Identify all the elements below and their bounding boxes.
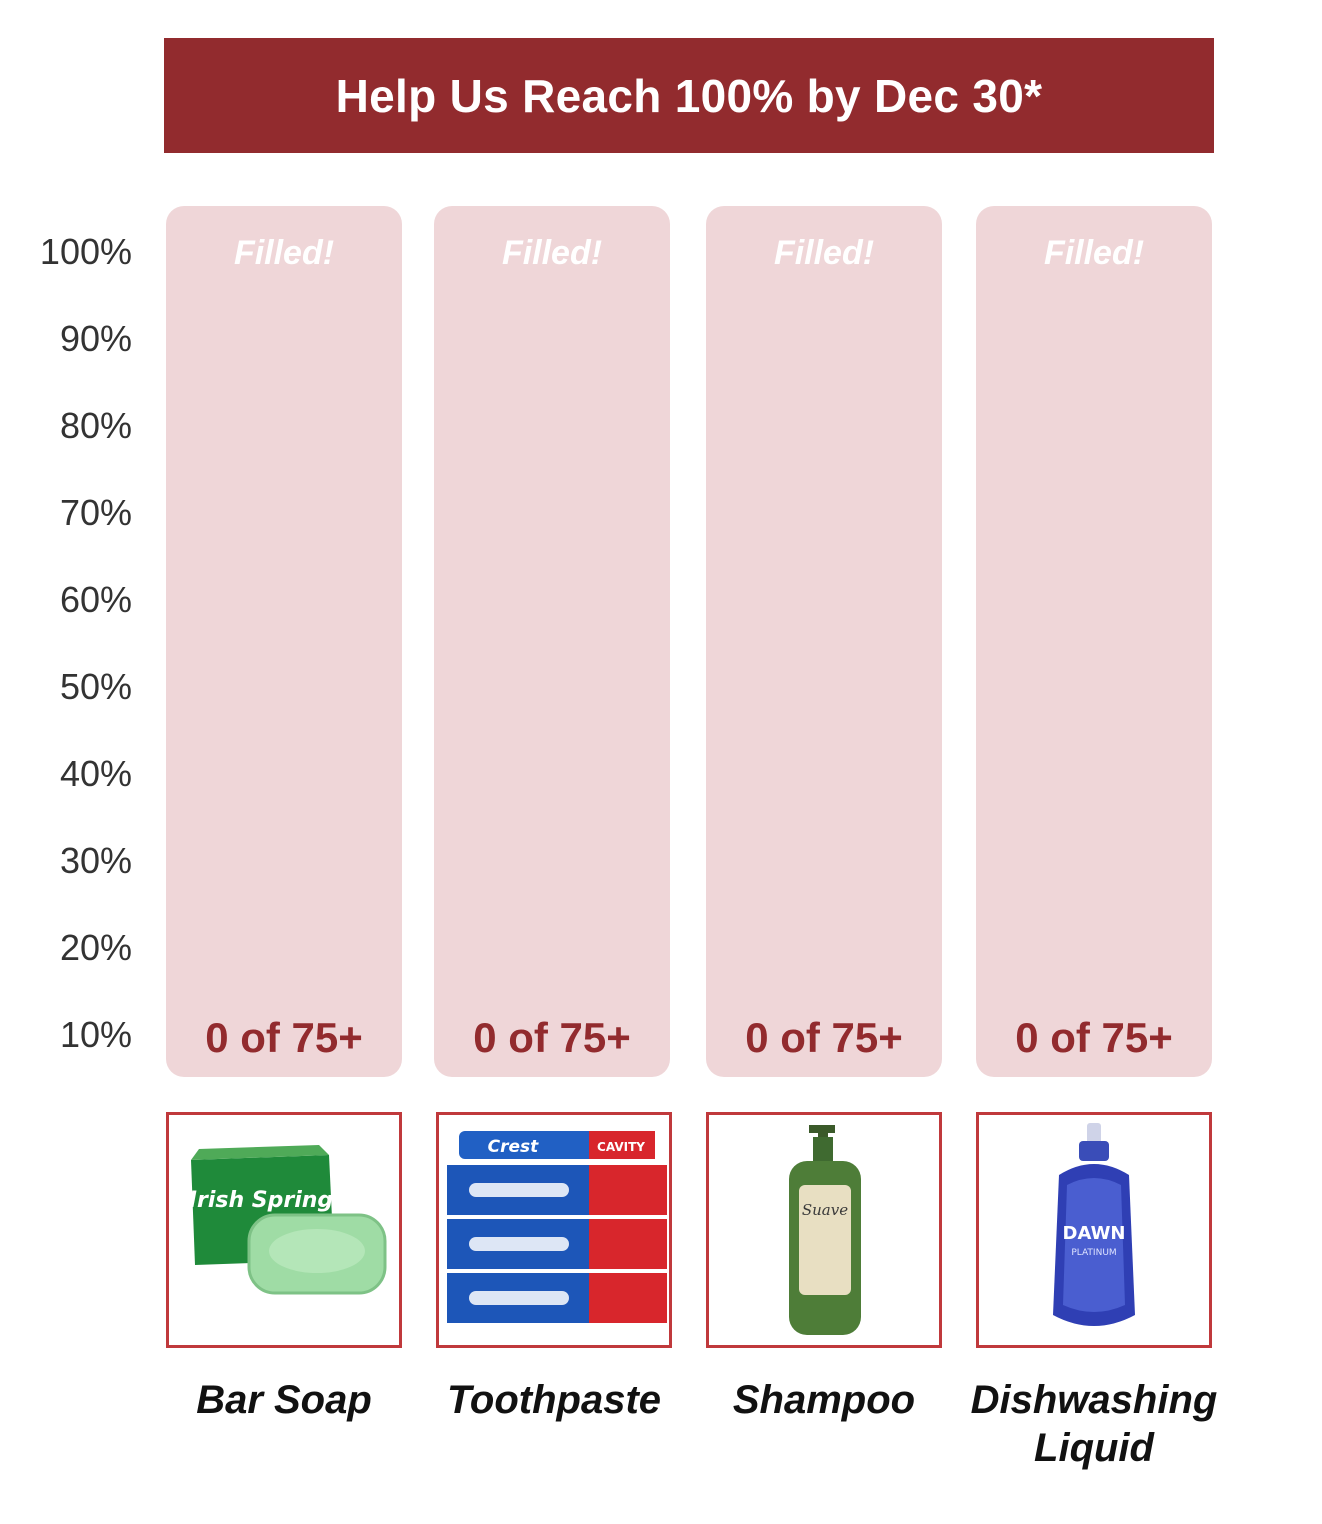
toothpaste-variant-text: CAVITY bbox=[597, 1140, 645, 1154]
y-tick-label: 10% bbox=[59, 1014, 132, 1055]
column-toothpaste: Filled! 0 of 75+ bbox=[434, 206, 670, 1077]
y-tick-label: 30% bbox=[59, 840, 132, 881]
y-tick-label: 70% bbox=[59, 492, 132, 533]
soap-brand-text: Irish Spring bbox=[189, 1188, 333, 1213]
count-label: 0 of 75+ bbox=[745, 1014, 903, 1061]
toothpaste-image: Crest CAVITY bbox=[436, 1112, 672, 1348]
column-dishwashing-liquid: Filled! 0 of 75+ bbox=[976, 206, 1212, 1077]
y-tick-label: 60% bbox=[59, 579, 132, 620]
dish-variant-text: PLATINUM bbox=[1071, 1248, 1116, 1258]
banner-title: Help Us Reach 100% by Dec 30* bbox=[335, 69, 1043, 122]
column-shampoo: Filled! 0 of 75+ bbox=[706, 206, 942, 1077]
y-tick-label: 80% bbox=[59, 405, 132, 446]
y-tick-label: 90% bbox=[59, 318, 132, 359]
y-tick-label: 20% bbox=[59, 927, 132, 968]
shampoo-image: Suave bbox=[706, 1112, 942, 1348]
count-label: 0 of 75+ bbox=[473, 1014, 631, 1061]
item-label-dishwashing-liquid: Dishwashing Liquid bbox=[970, 1378, 1218, 1470]
count-label: 0 of 75+ bbox=[205, 1014, 363, 1061]
dawn-dish-soap-icon: DAWN PLATINUM bbox=[1053, 1123, 1135, 1326]
shampoo-brand-text: Suave bbox=[802, 1201, 848, 1219]
dishwashing-liquid-image: DAWN PLATINUM bbox=[976, 1112, 1212, 1348]
column-bar-soap: Filled! 0 of 75+ bbox=[166, 206, 402, 1077]
count-label: 0 of 75+ bbox=[1015, 1014, 1173, 1061]
filled-label: Filled! bbox=[501, 234, 603, 272]
y-tick-label: 100% bbox=[39, 231, 132, 272]
item-label-shampoo: Shampoo bbox=[732, 1378, 916, 1422]
suave-shampoo-icon: Suave bbox=[789, 1125, 861, 1335]
y-tick-label: 50% bbox=[59, 666, 132, 707]
irish-spring-soap-icon: Irish Spring bbox=[189, 1145, 387, 1295]
bar-soap-image: Irish Spring bbox=[166, 1112, 402, 1348]
item-label-bar-soap: Bar Soap bbox=[196, 1378, 372, 1422]
goal-banner: Help Us Reach 100% by Dec 30* bbox=[164, 38, 1214, 153]
crest-toothpaste-icon: Crest CAVITY bbox=[447, 1131, 667, 1323]
y-tick-label: 40% bbox=[59, 753, 132, 794]
filled-label: Filled! bbox=[233, 234, 335, 272]
toothpaste-brand-text: Crest bbox=[488, 1137, 540, 1157]
item-label-toothpaste: Toothpaste bbox=[446, 1378, 662, 1422]
dish-brand-text: DAWN bbox=[1063, 1223, 1126, 1244]
filled-label: Filled! bbox=[773, 234, 875, 272]
filled-label: Filled! bbox=[1043, 234, 1145, 272]
